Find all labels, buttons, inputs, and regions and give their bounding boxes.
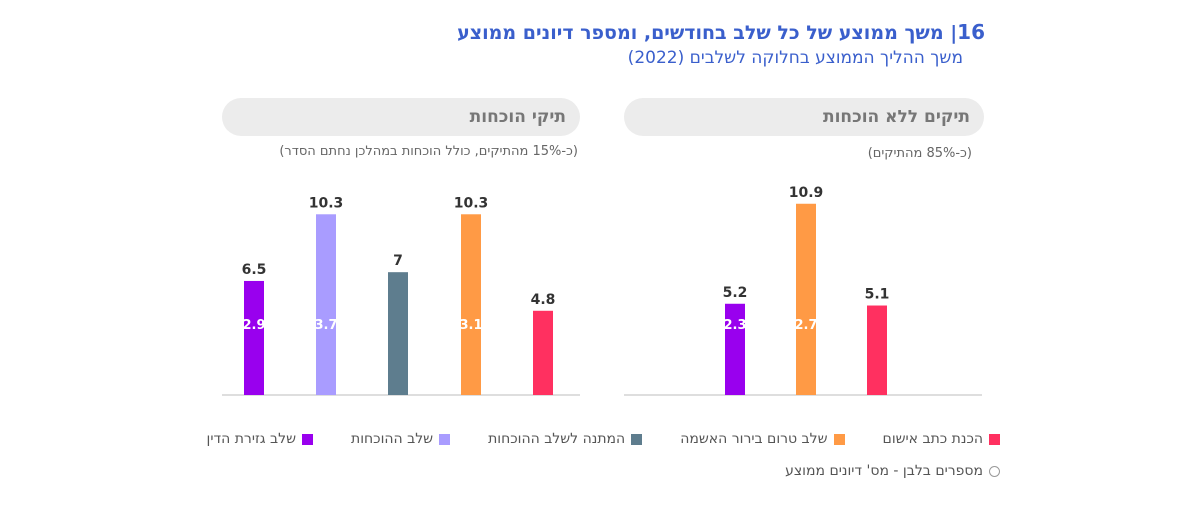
legend-swatch <box>302 433 313 445</box>
value-label-evidence-3: 10.3 <box>454 195 489 211</box>
circle-icon <box>989 465 1000 477</box>
value-label-evidence-1: 10.3 <box>309 195 344 211</box>
title-text: משך ממוצע של כל שלב בחודשים, ומספר דיוני… <box>457 22 944 44</box>
legend-label: שלב ההוכחות <box>351 431 434 447</box>
legend-note-row: מספרים בלבן - מס' דיונים ממוצע <box>169 461 1000 481</box>
value-label-evidence-2: 7 <box>393 253 403 269</box>
hearings-label-evidence-0: 2.9 <box>242 318 265 333</box>
legend-item-indictment-prep: הכנת כתב אישום <box>883 431 1000 447</box>
legend-note: מספרים בלבן - מס' דיונים ממוצע <box>785 463 983 479</box>
panel-note-no-evidence: (כ-85% מהתיקים) <box>867 146 972 161</box>
bar-no-evidence-0 <box>725 303 745 395</box>
legend-label: המתנה לשלב ההוכחות <box>488 431 626 447</box>
value-label-no-evidence-0: 5.2 <box>723 285 748 301</box>
hearings-label-no-evidence-0: 2.3 <box>723 318 746 333</box>
legend-label: שלב טרום בירור האשמה <box>680 431 828 447</box>
legend-item-waiting: המתנה לשלב ההוכחות <box>488 431 643 447</box>
bar-evidence-3 <box>461 214 481 395</box>
value-label-evidence-0: 6.5 <box>242 262 267 278</box>
panel-title-evidence: תיקי הוכחות <box>222 98 580 136</box>
legend-label: הכנת כתב אישום <box>882 431 983 447</box>
legend: הכנת כתב אישום שלב טרום בירור האשמה המתנ… <box>169 429 1000 481</box>
value-label-no-evidence-2: 5.1 <box>865 287 890 303</box>
chart-subtitle: משך ההליך הממוצע בחלוקה לשלבים (2022) <box>627 48 963 68</box>
bar-no-evidence-2 <box>867 305 887 395</box>
legend-swatch <box>833 433 845 445</box>
legend-item-pre-indictment: שלב טרום בירור האשמה <box>680 431 845 447</box>
legend-swatch <box>989 433 1000 445</box>
bar-no-evidence-1 <box>796 203 816 395</box>
bar-evidence-4 <box>533 310 553 395</box>
hearings-label-no-evidence-1: 2.7 <box>794 318 817 333</box>
legend-label: שלב גזירת הדין <box>206 431 296 447</box>
legend-swatch <box>439 433 451 445</box>
chart-title: 16| משך ממוצע של כל שלב בחודשים, ומספר ד… <box>457 20 985 44</box>
title-separator: | <box>950 22 958 44</box>
value-label-no-evidence-1: 10.9 <box>789 185 824 201</box>
bar-evidence-1 <box>316 214 336 395</box>
hearings-label-evidence-1: 3.7 <box>314 318 337 333</box>
panel-note-evidence: (כ-15% מהתיקים, כולל הוכחות במהלכן נחתם … <box>279 144 578 159</box>
value-label-evidence-4: 4.8 <box>531 292 556 308</box>
figure-number: 16 <box>957 20 985 44</box>
legend-items-row: הכנת כתב אישום שלב טרום בירור האשמה המתנ… <box>169 429 1000 449</box>
legend-swatch <box>631 433 643 445</box>
bar-evidence-0 <box>244 280 264 395</box>
panel-title-no-evidence: תיקים ללא הוכחות <box>624 98 984 136</box>
legend-item-sentencing: שלב גזירת הדין <box>207 431 313 447</box>
legend-item-evidence: שלב ההוכחות <box>351 431 451 447</box>
chart-header: 16| משך ממוצע של כל שלב בחודשים, ומספר ד… <box>457 20 985 68</box>
hearings-label-evidence-3: 3.1 <box>459 318 482 333</box>
bar-evidence-2 <box>388 272 408 395</box>
